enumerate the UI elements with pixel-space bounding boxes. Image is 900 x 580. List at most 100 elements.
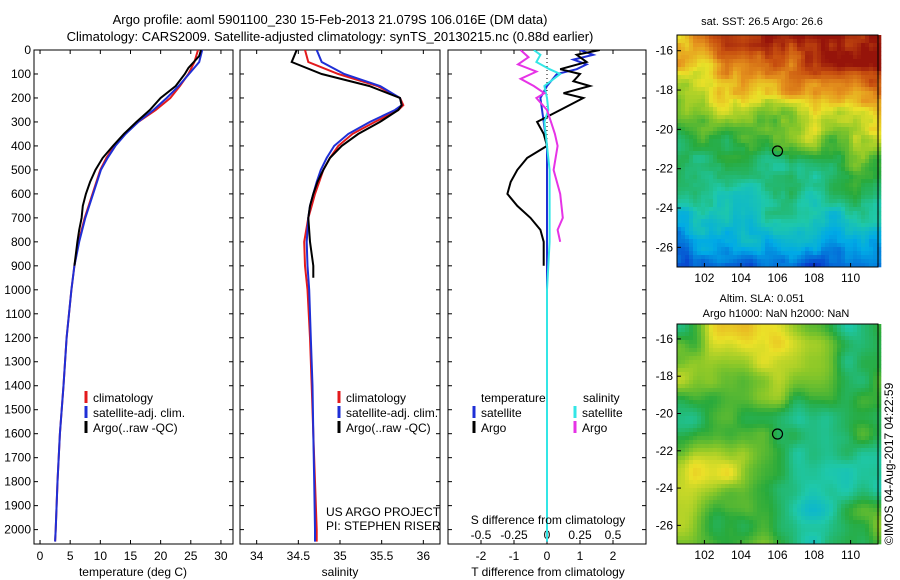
map-cell (761, 139, 766, 144)
map-cell (781, 420, 786, 425)
map-cell (693, 424, 698, 429)
map-cell (773, 99, 778, 104)
map-cell (865, 324, 870, 329)
map-cell (737, 255, 742, 260)
map-cell (873, 416, 878, 421)
map-cell (837, 39, 842, 44)
map-cell (789, 111, 794, 116)
map-cell (757, 332, 762, 337)
map-cell (773, 171, 778, 176)
map-cell (837, 95, 842, 100)
map-cell (825, 143, 830, 148)
map-cell (845, 219, 850, 224)
map-cell (845, 332, 850, 337)
map-cell (725, 356, 730, 361)
map-cell (677, 444, 682, 449)
map-cell (773, 71, 778, 76)
map-cell (805, 408, 810, 413)
map-cell (745, 227, 750, 232)
map-cell (805, 215, 810, 220)
map-cell (737, 179, 742, 184)
map-cell (693, 191, 698, 196)
map-cell (753, 151, 758, 156)
map-cell (801, 436, 806, 441)
map-cell (685, 79, 690, 84)
map-cell (853, 424, 858, 429)
map-cell (757, 235, 762, 240)
map-cell (753, 424, 758, 429)
map-cell (877, 444, 882, 449)
map-cell (873, 67, 878, 72)
map-cell (745, 251, 750, 256)
map-cell (725, 344, 730, 349)
map-cell (745, 356, 750, 361)
map-cell (853, 392, 858, 397)
map-cell (701, 119, 706, 124)
map-cell (733, 436, 738, 441)
map-cell (825, 163, 830, 168)
map-cell (817, 360, 822, 365)
map-cell (877, 259, 882, 264)
map-cell (813, 87, 818, 92)
map-cell (713, 384, 718, 389)
map-cell (725, 115, 730, 120)
map-cell (745, 420, 750, 425)
map-cell (837, 83, 842, 88)
map-cell (845, 83, 850, 88)
map-cell (841, 259, 846, 264)
map-cell (681, 376, 686, 381)
map-cell (761, 207, 766, 212)
map-cell (853, 203, 858, 208)
map-cell (689, 239, 694, 244)
map-cell (781, 203, 786, 208)
map-cell (793, 372, 798, 377)
map-cell (805, 39, 810, 44)
map-cell (733, 368, 738, 373)
map-cell (693, 388, 698, 393)
map-cell (793, 79, 798, 84)
map-cell (721, 388, 726, 393)
map-cell (877, 67, 882, 72)
map-cell (841, 452, 846, 457)
map-cell (769, 428, 774, 433)
map-cell (725, 179, 730, 184)
map-cell (769, 187, 774, 192)
map-cell (817, 396, 822, 401)
map-cell (773, 87, 778, 92)
map-cell (721, 324, 726, 329)
map-cell (777, 328, 782, 333)
map-cell (693, 444, 698, 449)
map-cell (781, 344, 786, 349)
map-cell (781, 187, 786, 192)
map-cell (829, 223, 834, 228)
map-cell (853, 107, 858, 112)
map-cell (773, 396, 778, 401)
map-cell (801, 239, 806, 244)
map-cell (741, 416, 746, 421)
map-cell (785, 263, 790, 268)
map-cell (833, 87, 838, 92)
map-cell (873, 255, 878, 260)
map-cell (769, 127, 774, 132)
map-cell (797, 428, 802, 433)
map-cell (685, 187, 690, 192)
map-cell (797, 179, 802, 184)
map-cell (785, 155, 790, 160)
map-cell (681, 155, 686, 160)
map-cell (829, 71, 834, 76)
map-cell (681, 207, 686, 212)
map-cell (713, 131, 718, 136)
map-cell (737, 127, 742, 132)
map-cell (705, 35, 710, 40)
map-cell (785, 227, 790, 232)
map-cell (777, 151, 782, 156)
map-cell (757, 59, 762, 64)
map-cell (873, 452, 878, 457)
map-cell (825, 400, 830, 405)
map-cell (877, 251, 882, 256)
map-cell (865, 255, 870, 260)
map-cell (781, 255, 786, 260)
map-cell (757, 51, 762, 56)
map-cell (869, 123, 874, 128)
map-cell (749, 175, 754, 180)
